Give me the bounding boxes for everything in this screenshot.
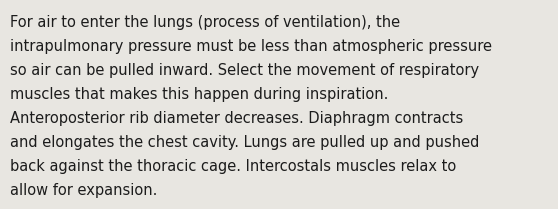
Text: and elongates the chest cavity. Lungs are pulled up and pushed: and elongates the chest cavity. Lungs ar…	[10, 135, 479, 150]
Text: allow for expansion.: allow for expansion.	[10, 183, 157, 198]
Text: muscles that makes this happen during inspiration.: muscles that makes this happen during in…	[10, 87, 388, 102]
Text: so air can be pulled inward. Select the movement of respiratory: so air can be pulled inward. Select the …	[10, 63, 479, 78]
Text: back against the thoracic cage. Intercostals muscles relax to: back against the thoracic cage. Intercos…	[10, 159, 456, 174]
Text: intrapulmonary pressure must be less than atmospheric pressure: intrapulmonary pressure must be less tha…	[10, 39, 492, 54]
Text: For air to enter the lungs (process of ventilation), the: For air to enter the lungs (process of v…	[10, 15, 400, 30]
Text: Anteroposterior rib diameter decreases. Diaphragm contracts: Anteroposterior rib diameter decreases. …	[10, 111, 463, 126]
